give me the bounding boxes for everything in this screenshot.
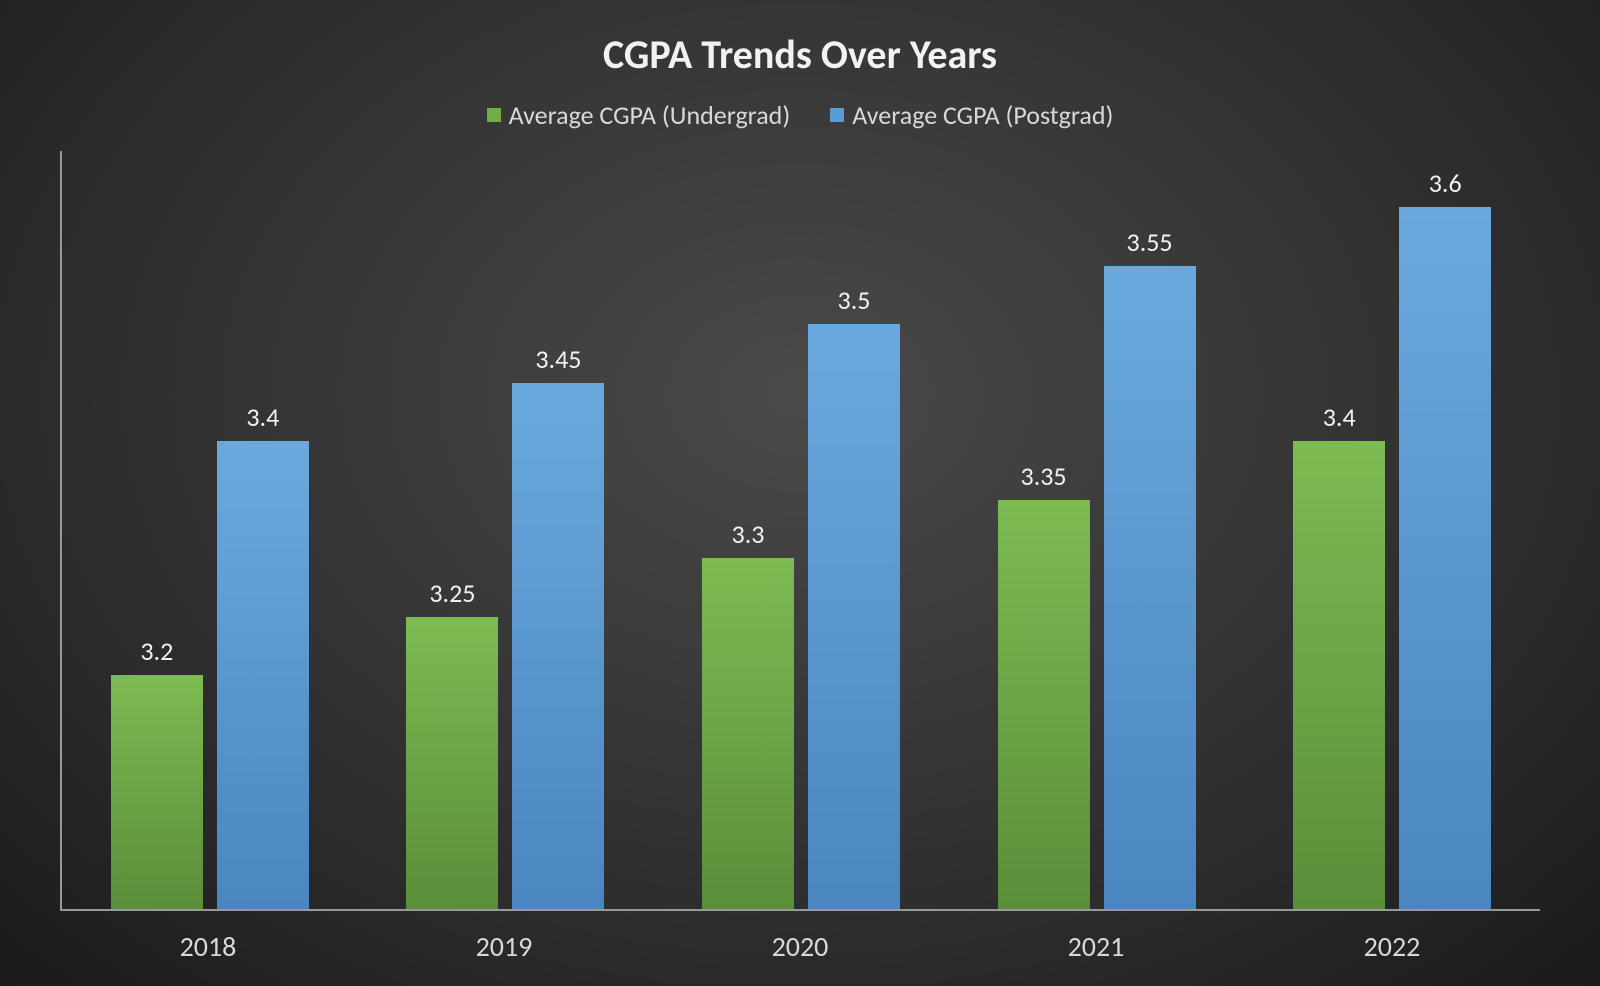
cgpa-chart: CGPA Trends Over Years Average CGPA (Und… [0,0,1600,986]
bar-group: 3.3 3.5 [702,284,900,909]
bar-wrap: 3.5 [808,284,900,909]
legend-label-postgrad: Average CGPA (Postgrad) [852,99,1113,131]
bar-value-label: 3.35 [1021,460,1067,492]
legend-item-postgrad: Average CGPA (Postgrad) [830,99,1113,131]
bar-wrap: 3.35 [998,460,1090,909]
chart-title: CGPA Trends Over Years [20,30,1580,79]
bar-group: 3.25 3.45 [406,343,604,909]
bar-wrap: 3.3 [702,518,794,909]
bar-undergrad [1293,441,1385,909]
bar-wrap: 3.2 [111,635,203,909]
legend-item-undergrad: Average CGPA (Undergrad) [487,99,791,131]
bar-value-label: 3.5 [838,284,871,316]
bar-postgrad [512,383,604,909]
bar-value-label: 3.4 [246,401,279,433]
x-tick-label: 2020 [652,929,948,964]
x-axis: 20182019202020212022 [60,929,1540,964]
x-tick-label: 2018 [60,929,356,964]
bar-postgrad [1104,266,1196,909]
bar-wrap: 3.4 [217,401,309,909]
bar-wrap: 3.6 [1399,167,1491,909]
x-tick-label: 2021 [948,929,1244,964]
bar-undergrad [998,500,1090,909]
bar-wrap: 3.25 [406,577,498,909]
bar-group: 3.35 3.55 [998,226,1196,909]
bar-value-label: 3.45 [535,343,581,375]
bar-undergrad [406,617,498,909]
legend-label-undergrad: Average CGPA (Undergrad) [509,99,791,131]
x-tick-label: 2019 [356,929,652,964]
bar-value-label: 3.4 [1323,401,1356,433]
bar-postgrad [808,324,900,909]
bar-undergrad [111,675,203,909]
bar-group: 3.4 3.6 [1293,167,1491,909]
bar-value-label: 3.55 [1127,226,1173,258]
bar-value-label: 3.3 [732,518,765,550]
x-tick-label: 2022 [1244,929,1540,964]
bar-undergrad [702,558,794,909]
bar-wrap: 3.45 [512,343,604,909]
bar-wrap: 3.4 [1293,401,1385,909]
bar-groups: 3.2 3.4 3.25 3.45 3.3 3.5 3.35 3.55 3.4 3.6 [62,151,1540,909]
bar-value-label: 3.6 [1429,167,1462,199]
chart-legend: Average CGPA (Undergrad) Average CGPA (P… [20,99,1580,131]
legend-swatch-undergrad [487,108,501,122]
bar-value-label: 3.2 [140,635,173,667]
plot-area: 3.2 3.4 3.25 3.45 3.3 3.5 3.35 3.55 3.4 3.6 [60,151,1540,911]
bar-postgrad [1399,207,1491,909]
bar-value-label: 3.25 [429,577,475,609]
bar-postgrad [217,441,309,909]
legend-swatch-postgrad [830,108,844,122]
bar-group: 3.2 3.4 [111,401,309,909]
bar-wrap: 3.55 [1104,226,1196,909]
